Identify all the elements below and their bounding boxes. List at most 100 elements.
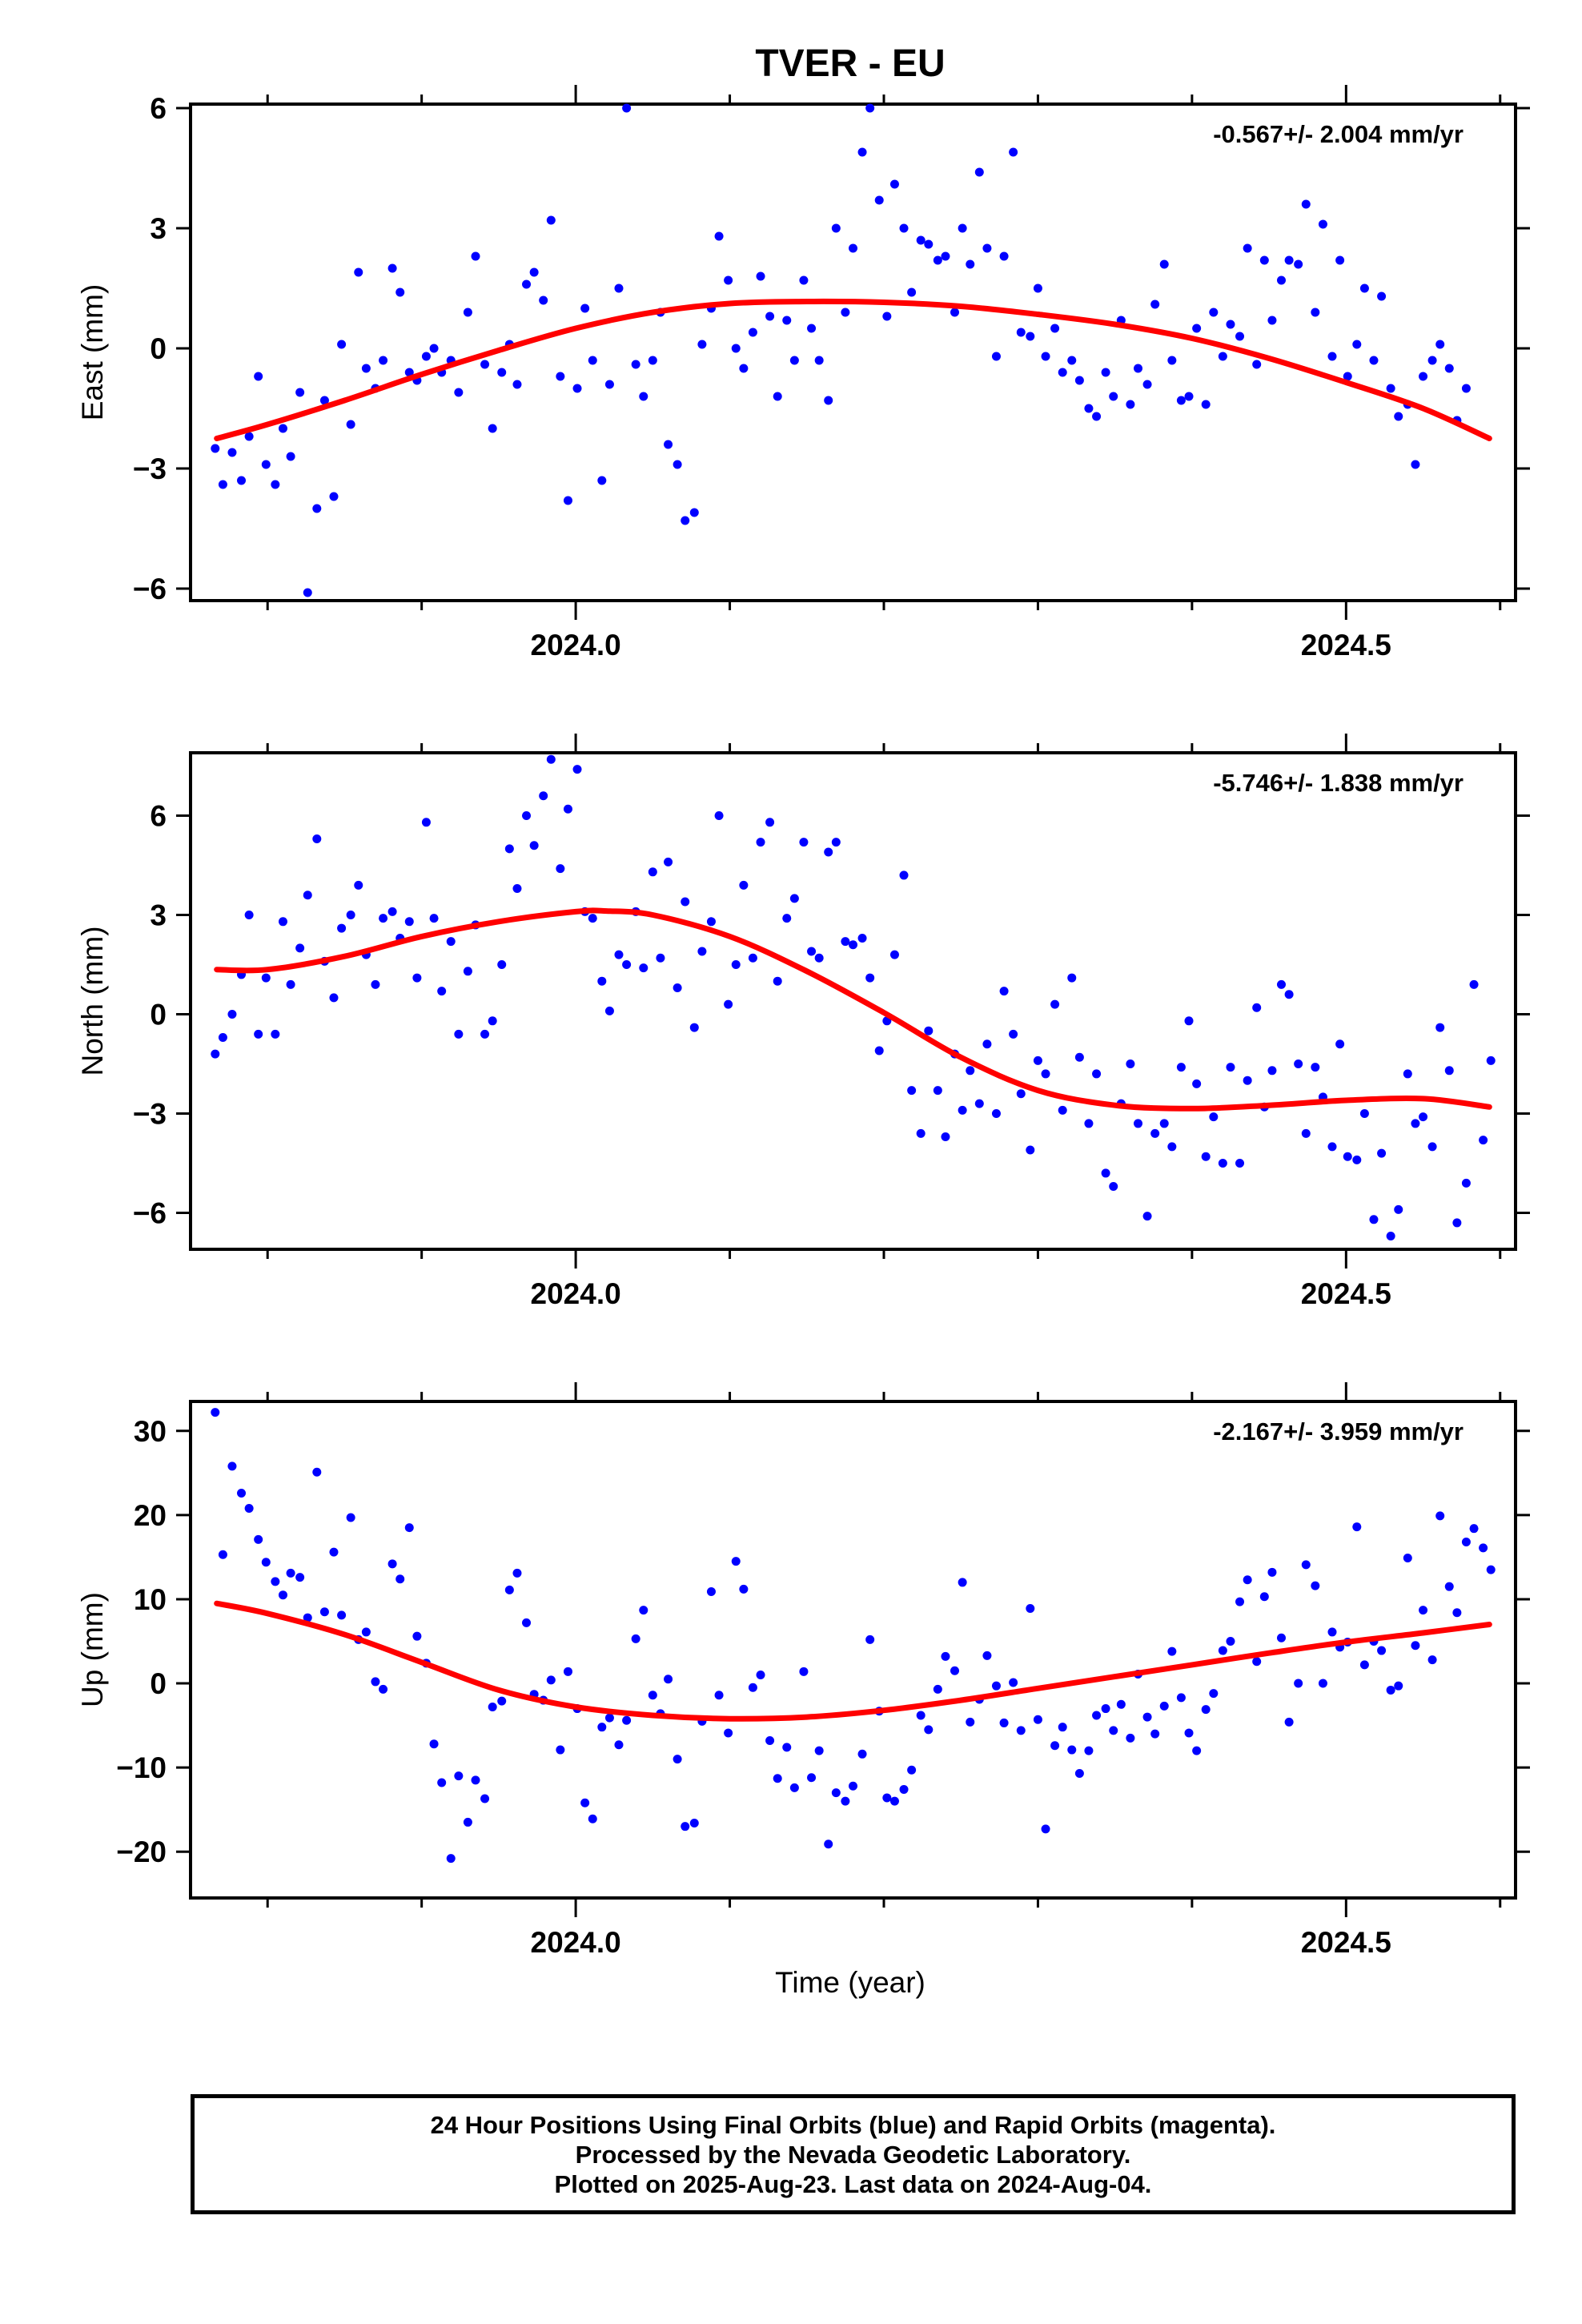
- data-point: [1074, 376, 1084, 385]
- data-point: [1352, 1522, 1362, 1532]
- data-point: [261, 460, 271, 469]
- data-point: [1192, 1746, 1202, 1755]
- data-point: [539, 791, 548, 801]
- data-point: [1411, 1641, 1420, 1651]
- data-point: [446, 1854, 456, 1864]
- data-point: [379, 914, 388, 923]
- x-tick-label-up: 2024.0: [531, 1926, 621, 1959]
- data-point: [916, 1711, 926, 1720]
- data-point: [756, 271, 765, 281]
- data-point: [991, 352, 1001, 361]
- data-point: [841, 308, 850, 317]
- data-point: [580, 1798, 590, 1807]
- data-point: [1386, 1685, 1395, 1695]
- plot-frame-east: [189, 103, 1517, 602]
- data-point: [1352, 340, 1362, 349]
- data-point: [354, 880, 363, 890]
- caption-line-2: Processed by the Nevada Geodetic Laborat…: [575, 2140, 1131, 2169]
- y-tick-label-north: 6: [150, 800, 167, 833]
- data-point: [714, 231, 724, 241]
- y-tick-label-north: 3: [150, 899, 167, 932]
- data-point: [865, 103, 875, 113]
- data-point: [950, 308, 960, 317]
- data-point: [227, 1010, 237, 1019]
- data-point: [1159, 1701, 1169, 1711]
- data-point: [941, 1132, 950, 1141]
- data-point: [454, 1771, 464, 1781]
- data-points-north: [211, 754, 1496, 1240]
- data-point: [1243, 1575, 1252, 1585]
- data-point: [966, 259, 975, 269]
- data-point: [522, 1618, 532, 1627]
- data-point: [463, 308, 472, 317]
- data-point: [244, 1503, 254, 1513]
- data-point: [782, 1743, 792, 1752]
- data-point: [1109, 1181, 1118, 1191]
- data-point: [1067, 356, 1077, 365]
- data-point: [227, 448, 237, 457]
- data-point: [1033, 1055, 1042, 1065]
- data-point: [1252, 1003, 1262, 1012]
- y-tick-label-north: 0: [150, 999, 167, 1031]
- data-point: [807, 324, 817, 333]
- data-point: [1469, 979, 1479, 989]
- data-point: [1058, 1723, 1067, 1732]
- data-point: [799, 275, 809, 285]
- data-point: [916, 235, 926, 245]
- data-point: [396, 1574, 405, 1584]
- data-point: [1427, 1142, 1437, 1152]
- data-point: [756, 838, 765, 847]
- rate-label-up: -2.167+/- 3.959 mm/yr: [1213, 1417, 1464, 1445]
- data-point: [1359, 283, 1369, 293]
- data-point: [1479, 1543, 1488, 1553]
- x-axis-label: Time (year): [775, 1966, 926, 1999]
- data-point: [1335, 1039, 1345, 1049]
- data-point: [1026, 1145, 1035, 1155]
- data-point: [748, 1683, 757, 1692]
- data-point: [1184, 1728, 1194, 1738]
- data-point: [1218, 352, 1227, 361]
- data-point: [639, 1606, 648, 1615]
- data-point: [1134, 1119, 1143, 1128]
- data-point: [681, 516, 690, 525]
- plot-frame-north: [189, 751, 1517, 1251]
- data-point: [739, 880, 749, 890]
- panels: 2024.0 2024.5 −6 −3 0 3 6 East (mm) -0.567+/- 2.…: [76, 85, 1530, 1959]
- data-point: [218, 480, 227, 489]
- data-point: [1084, 1119, 1094, 1128]
- data-point: [824, 1839, 833, 1849]
- data-point: [1033, 1715, 1042, 1724]
- panel-east: 2024.0 2024.5 −6 −3 0 3 6 East (mm) -0.567+/- 2.…: [76, 85, 1530, 661]
- data-point: [1294, 1059, 1303, 1069]
- data-point: [1461, 1537, 1471, 1546]
- data-point: [831, 1788, 841, 1798]
- data-point: [580, 304, 590, 313]
- data-point: [1394, 1204, 1403, 1214]
- data-point: [974, 167, 984, 177]
- data-point: [319, 396, 329, 405]
- data-point: [497, 1696, 507, 1706]
- data-point: [1311, 1581, 1320, 1590]
- data-point: [857, 933, 867, 943]
- data-point: [673, 983, 682, 992]
- y-tick-label-up: −10: [116, 1751, 167, 1784]
- y-tick-label-up: 0: [150, 1667, 167, 1700]
- data-point: [371, 1677, 380, 1687]
- data-point: [1009, 1029, 1018, 1039]
- data-point: [1192, 324, 1202, 333]
- data-point: [1159, 259, 1169, 269]
- data-point: [512, 883, 522, 893]
- data-point: [924, 1026, 934, 1035]
- data-point: [1444, 1066, 1454, 1076]
- caption-box: 24 Hour Positions Using Final Orbits (bl…: [191, 2094, 1516, 2214]
- data-point: [404, 1523, 414, 1533]
- data-point: [1394, 412, 1403, 421]
- data-point: [563, 804, 572, 814]
- data-point: [933, 1086, 942, 1096]
- plot-frame-up: [189, 1400, 1517, 1900]
- data-point: [319, 1607, 329, 1617]
- data-point: [337, 340, 347, 349]
- data-point: [303, 1613, 312, 1622]
- fit-curve-north: [214, 907, 1492, 1112]
- x-tick-label-north: 2024.0: [531, 1277, 621, 1310]
